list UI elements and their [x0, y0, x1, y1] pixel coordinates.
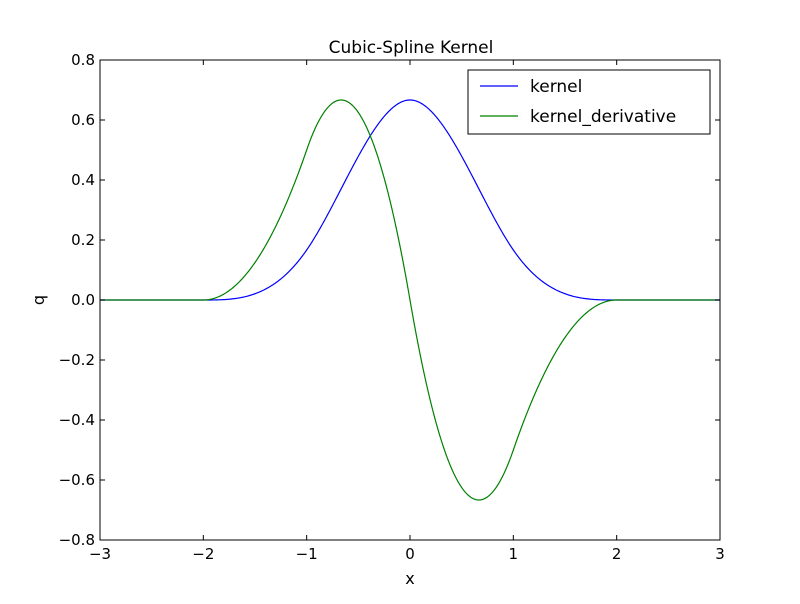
y-tick-label: −0.8 [59, 531, 95, 549]
series-line-kernel-derivative [100, 99, 720, 501]
x-tick-label: −3 [89, 545, 111, 563]
legend-label-kernel-derivative: kernel_derivative [530, 107, 676, 127]
y-tick-label: 0.8 [71, 51, 95, 69]
x-axis-label: x [405, 569, 414, 588]
legend-label-kernel: kernel [530, 77, 582, 97]
x-tick-label: 1 [509, 545, 519, 563]
x-tick-label: 2 [612, 545, 622, 563]
chart-title: Cubic-Spline Kernel [329, 38, 494, 58]
legend: kernel kernel_derivative [467, 69, 711, 135]
x-tick-label: 0 [405, 545, 415, 563]
legend-box [467, 69, 711, 135]
plot-lines [100, 99, 720, 501]
y-tick-label: 0.6 [71, 111, 95, 129]
y-tick-label: 0.2 [71, 231, 95, 249]
x-tick-label: 3 [715, 545, 725, 563]
y-tick-label: 0.4 [71, 171, 95, 189]
y-tick-label: −0.2 [59, 351, 95, 369]
y-axis-label: q [29, 295, 48, 305]
x-tick-label: −2 [192, 545, 214, 563]
axes-frame [99, 59, 721, 541]
y-tick-label: −0.4 [59, 411, 95, 429]
axis-tick-labels: −3 −2 −1 0 1 2 3 −0.8 −0.6 −0.4 −0.2 0.0 0.2 0.4 0.6 0.… [59, 51, 725, 563]
y-tick-label: −0.6 [59, 471, 95, 489]
y-tick-label: 0.0 [71, 291, 95, 309]
x-tick-label: −1 [296, 545, 318, 563]
